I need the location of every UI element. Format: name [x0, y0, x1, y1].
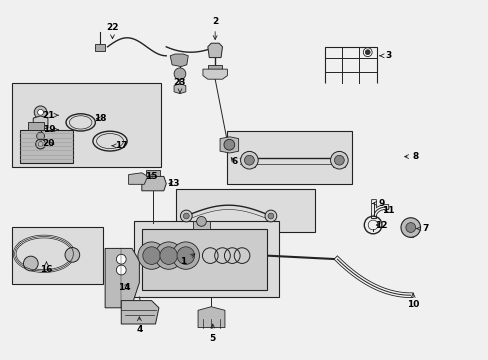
Text: 21: 21 [42, 111, 58, 120]
Text: 3: 3 [379, 51, 391, 60]
Text: 20: 20 [42, 139, 55, 148]
Ellipse shape [365, 50, 369, 55]
FancyBboxPatch shape [134, 221, 278, 297]
Ellipse shape [116, 265, 126, 275]
Text: 22: 22 [106, 22, 119, 39]
Ellipse shape [172, 242, 199, 269]
Text: 23: 23 [173, 78, 186, 93]
Polygon shape [207, 43, 222, 58]
Polygon shape [20, 130, 73, 163]
FancyBboxPatch shape [176, 189, 315, 232]
Text: 10: 10 [406, 293, 419, 309]
Polygon shape [28, 122, 44, 130]
Ellipse shape [138, 242, 165, 269]
Text: 6: 6 [231, 157, 237, 166]
Polygon shape [142, 229, 266, 290]
Ellipse shape [224, 139, 234, 150]
Ellipse shape [174, 68, 185, 80]
Ellipse shape [267, 213, 273, 219]
Text: 1: 1 [180, 254, 195, 265]
Polygon shape [198, 307, 224, 328]
Polygon shape [174, 84, 185, 94]
Ellipse shape [244, 155, 254, 165]
Polygon shape [105, 248, 139, 308]
Text: 14: 14 [118, 284, 131, 292]
Ellipse shape [240, 152, 258, 169]
Ellipse shape [334, 155, 344, 165]
Polygon shape [220, 137, 238, 153]
Text: 17: 17 [112, 141, 127, 150]
Text: 2: 2 [212, 17, 218, 40]
Ellipse shape [330, 152, 347, 169]
Ellipse shape [400, 218, 420, 237]
Polygon shape [33, 116, 48, 130]
Ellipse shape [116, 254, 126, 264]
Polygon shape [203, 69, 227, 79]
Text: 11: 11 [382, 206, 394, 215]
Polygon shape [95, 44, 105, 51]
Ellipse shape [183, 213, 189, 219]
Text: 18: 18 [94, 114, 106, 123]
Ellipse shape [264, 210, 276, 222]
Ellipse shape [160, 247, 177, 264]
FancyBboxPatch shape [12, 83, 161, 167]
Polygon shape [193, 221, 210, 229]
Polygon shape [170, 54, 188, 67]
Text: 16: 16 [40, 262, 53, 274]
Ellipse shape [37, 132, 44, 140]
Polygon shape [142, 176, 166, 191]
Text: 5: 5 [209, 324, 215, 343]
Text: 12: 12 [374, 220, 387, 230]
Text: 15: 15 [145, 172, 158, 181]
Ellipse shape [196, 216, 206, 226]
Polygon shape [145, 170, 160, 176]
Text: 13: 13 [167, 179, 180, 188]
Ellipse shape [177, 247, 194, 264]
Polygon shape [121, 301, 159, 324]
Ellipse shape [23, 256, 38, 271]
Ellipse shape [405, 222, 415, 233]
FancyBboxPatch shape [227, 131, 351, 184]
Polygon shape [207, 65, 222, 69]
Ellipse shape [142, 247, 160, 264]
Text: 19: 19 [42, 125, 58, 134]
Ellipse shape [34, 106, 47, 119]
Text: 9: 9 [372, 199, 384, 208]
Text: 8: 8 [404, 152, 418, 161]
Text: 4: 4 [136, 317, 142, 334]
Ellipse shape [180, 210, 192, 222]
Text: 7: 7 [416, 224, 428, 233]
FancyBboxPatch shape [12, 227, 102, 284]
Ellipse shape [155, 242, 182, 269]
Ellipse shape [38, 109, 43, 115]
Ellipse shape [363, 48, 371, 57]
Polygon shape [128, 173, 147, 184]
Ellipse shape [65, 248, 80, 262]
